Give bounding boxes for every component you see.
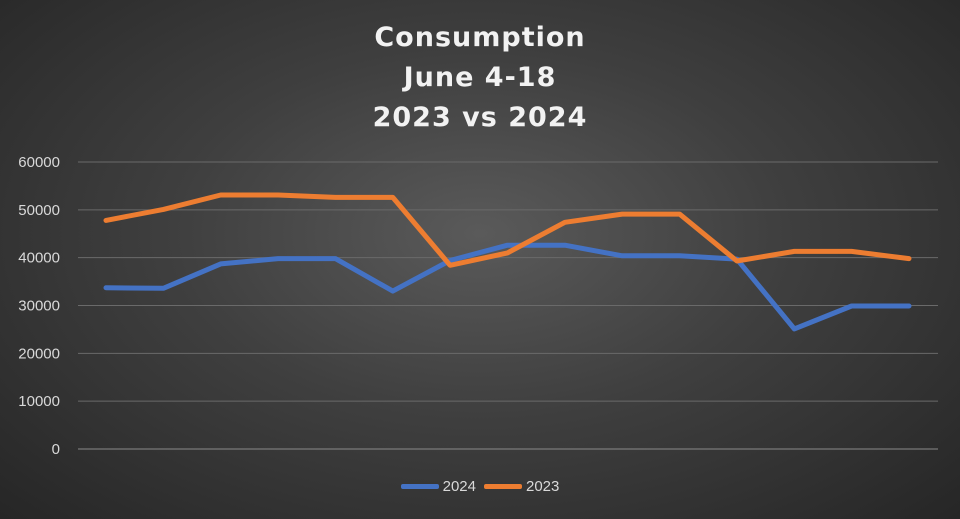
chart-title-line-3: 2023 vs 2024: [372, 102, 588, 133]
y-tick-label-20000: 20000: [18, 345, 60, 362]
series-line-2024: [103, 242, 912, 332]
chart-title-line-2: June 4-18: [403, 62, 557, 93]
y-tick-label-40000: 40000: [18, 250, 60, 267]
legend-label-2023: 2023: [526, 478, 560, 495]
legend-label-2024: 2024: [442, 478, 476, 495]
y-axis-ticks: 0 10000 20000 30000 40000 50000 60000: [18, 154, 60, 458]
gridlines: [78, 161, 938, 450]
legend-swatch-2023: [484, 484, 522, 489]
series-lines: [103, 192, 912, 332]
y-tick-label-50000: 50000: [18, 202, 60, 219]
y-tick-label-10000: 10000: [18, 393, 60, 410]
y-tick-label-30000: 30000: [18, 298, 60, 315]
legend-item-2023: 2023: [484, 478, 559, 495]
legend: 2024 2023: [0, 478, 960, 495]
chart-title: Consumption June 4-18 2023 vs 2024: [0, 18, 960, 138]
y-tick-label-60000: 60000: [18, 154, 60, 171]
legend-item-2024: 2024: [400, 478, 476, 495]
y-tick-label-0: 0: [52, 441, 60, 458]
series-line-2023: [103, 192, 912, 268]
legend-swatch-2024: [400, 484, 439, 489]
chart-title-line-1: Consumption: [374, 22, 586, 53]
